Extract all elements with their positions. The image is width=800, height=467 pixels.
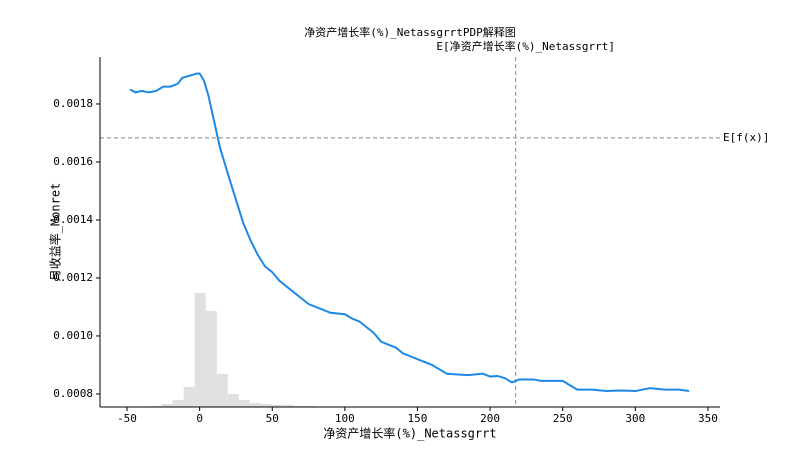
x-tick-label: 350	[698, 412, 718, 425]
x-tick-label: 0	[196, 412, 203, 425]
y-tick-label: 0.0010	[53, 329, 93, 342]
x-tick-label: -50	[117, 412, 137, 425]
y-tick-label: 0.0018	[53, 97, 93, 110]
x-tick-label: 50	[266, 412, 279, 425]
histogram-bar	[150, 405, 162, 407]
expected-x-label: E[净资产增长率(%)_Netassgrrt]	[436, 39, 615, 53]
histogram-bar	[227, 393, 239, 407]
histogram-bar	[294, 405, 306, 407]
histogram-bar	[205, 310, 217, 407]
x-tick-label: 150	[408, 412, 428, 425]
histogram-bar	[282, 404, 295, 407]
y-tick-label: 0.0012	[53, 271, 93, 284]
y-tick-label: 0.0016	[53, 155, 93, 168]
x-tick-label: 100	[335, 412, 355, 425]
x-tick-label: 200	[480, 412, 500, 425]
histogram-bar	[271, 404, 283, 407]
histogram-bar	[194, 292, 206, 407]
histogram-bar	[216, 373, 228, 407]
histogram-bar	[183, 386, 195, 407]
y-tick-label: 0.0014	[53, 213, 93, 226]
x-tick-label: 250	[553, 412, 573, 425]
y-axis-label: 月收益率_Monret	[48, 183, 63, 282]
histogram-bar	[249, 402, 261, 407]
expected-value-label: E[f(x)]	[723, 131, 769, 144]
histogram-bar	[305, 405, 317, 407]
chart-title: 净资产增长率(%)_NetassgrrtPDP解释图	[304, 25, 516, 39]
histogram-bar	[260, 403, 272, 407]
x-axis-label: 净资产增长率(%)_Netassgrrt	[323, 426, 496, 441]
pdp-line	[129, 72, 690, 393]
histogram-bar	[172, 399, 184, 407]
y-tick-label: 0.0008	[53, 387, 93, 400]
x-tick-label: 300	[625, 412, 645, 425]
histogram-bar	[238, 399, 250, 407]
histogram-bar	[161, 403, 173, 407]
